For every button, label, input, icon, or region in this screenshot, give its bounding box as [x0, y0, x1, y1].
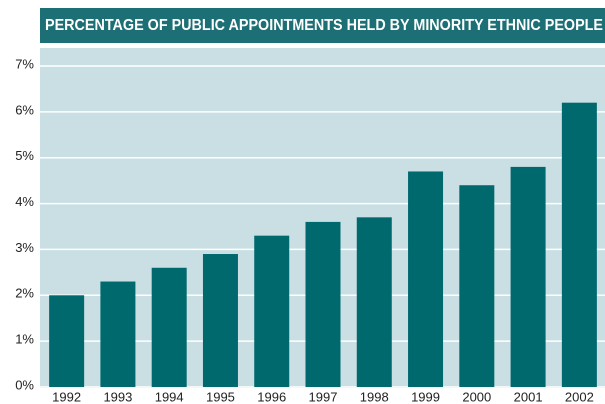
y-tick-label: 2%	[15, 286, 34, 301]
title-bar	[40, 8, 605, 43]
bar	[100, 281, 136, 387]
bar	[305, 221, 341, 387]
bar	[408, 171, 444, 387]
bar	[254, 235, 290, 387]
x-tick-label: 1996	[257, 389, 286, 404]
bar	[202, 254, 238, 387]
y-tick-label: 6%	[15, 102, 34, 117]
bar	[356, 217, 392, 387]
bar	[459, 185, 495, 387]
y-tick-label: 3%	[15, 240, 34, 255]
y-tick-label: 1%	[15, 332, 34, 347]
x-tick-label: 1995	[206, 389, 235, 404]
bar	[510, 166, 546, 387]
bar	[151, 267, 187, 387]
y-tick-label: 4%	[15, 194, 34, 209]
x-tick-label: 2001	[514, 389, 543, 404]
x-tick-label: 1999	[411, 389, 440, 404]
x-tick-label: 1994	[155, 389, 184, 404]
x-tick-label: 1998	[360, 389, 389, 404]
y-tick-label: 0%	[15, 377, 34, 392]
x-tick-label: 1992	[52, 389, 81, 404]
x-tick-label: 1993	[103, 389, 132, 404]
x-tick-label: 1997	[309, 389, 338, 404]
y-tick-label: 5%	[15, 148, 34, 163]
bar	[561, 102, 597, 387]
x-tick-label: 2002	[565, 389, 594, 404]
y-tick-label: 7%	[15, 56, 34, 71]
x-tick-label: 2000	[462, 389, 491, 404]
chart-title: PERCENTAGE OF PUBLIC APPOINTMENTS HELD B…	[45, 17, 603, 34]
bar	[49, 295, 85, 387]
